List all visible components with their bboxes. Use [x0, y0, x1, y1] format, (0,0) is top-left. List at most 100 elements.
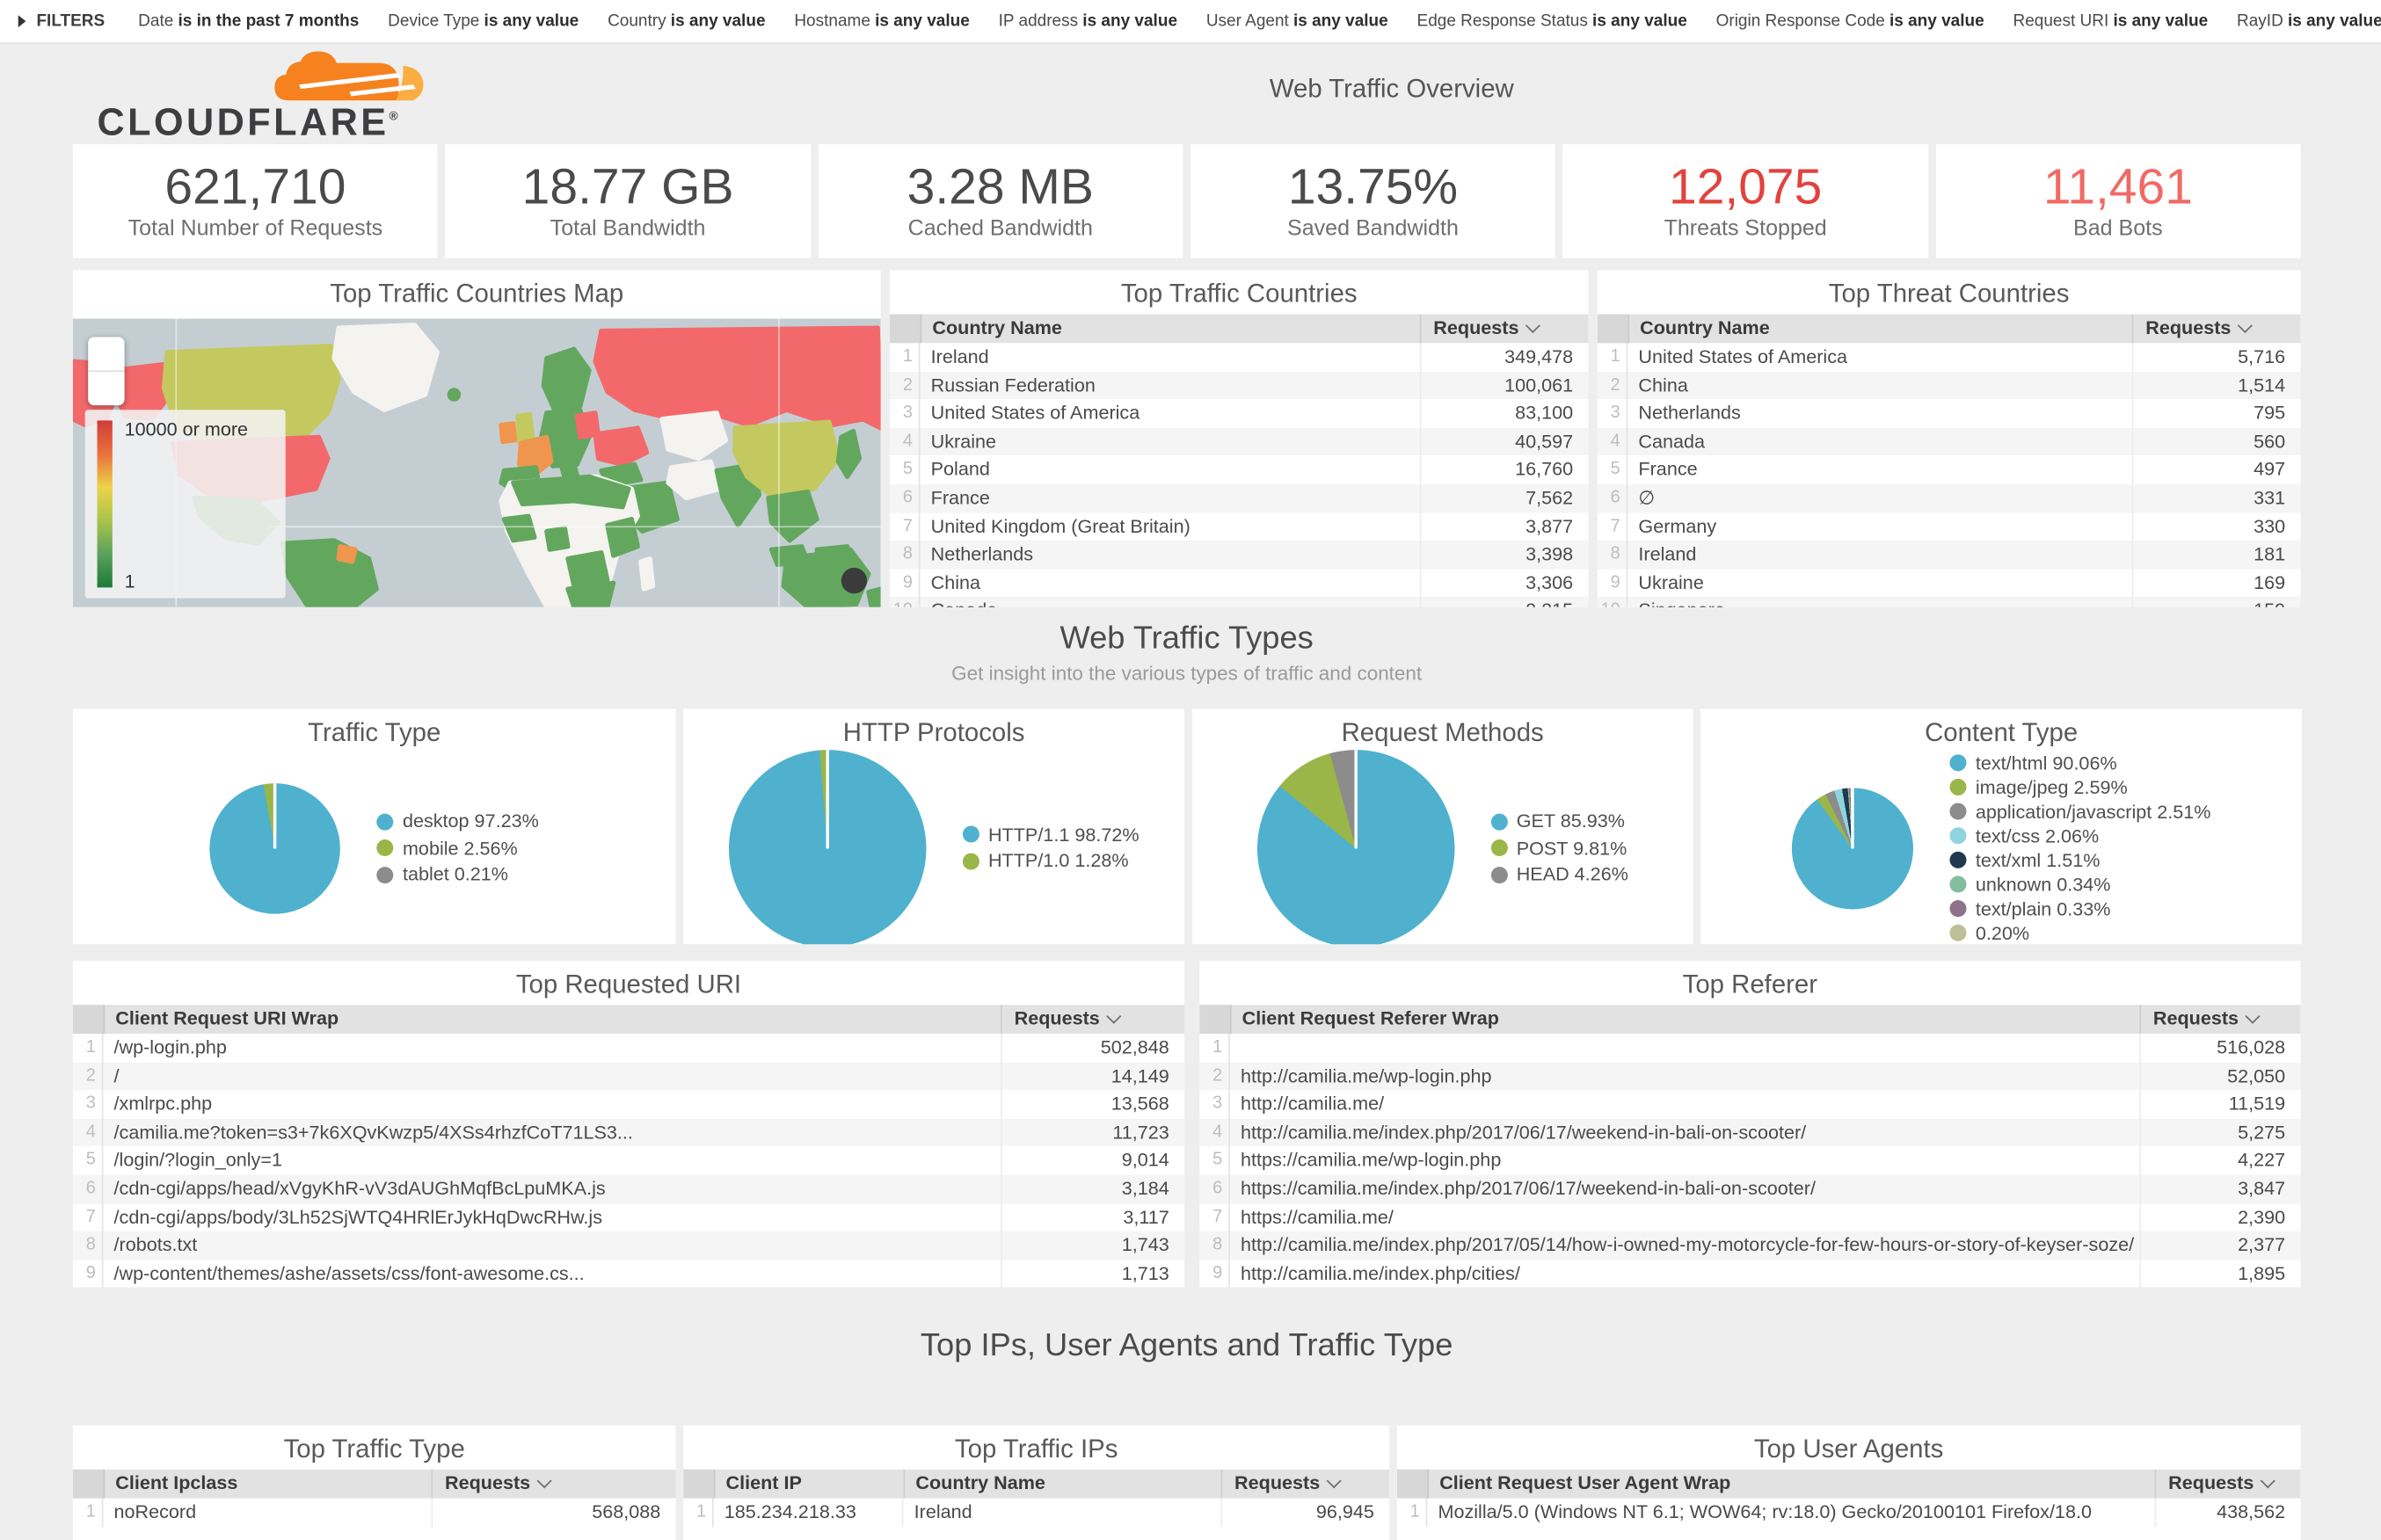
table-row[interactable]: 9 Ukraine 169 — [1597, 569, 2301, 598]
table-row[interactable]: 1 185.234.218.33 Ireland 96,945 — [683, 1498, 1390, 1527]
request-methods-pie-chart[interactable] — [1256, 749, 1454, 945]
map-info-icon[interactable] — [841, 567, 868, 594]
http-protocols-pie-chart[interactable] — [728, 749, 927, 945]
table-row[interactable]: 6 https://camilia.me/index.php/2017/06/1… — [1199, 1174, 2301, 1203]
legend-item[interactable]: HTTP/1.1 98.72% — [962, 824, 1140, 846]
rank-column-header — [890, 314, 922, 344]
filter-chip[interactable]: User Agent is any value — [1205, 11, 1388, 31]
requests-sort-header[interactable]: Requests — [2156, 1470, 2300, 1499]
kpi-value: 18.77 GB — [521, 157, 734, 214]
table-row[interactable]: 3 Netherlands 795 — [1597, 399, 2301, 428]
legend-swatch — [376, 866, 394, 883]
tile-title: Top Traffic Type — [283, 1435, 465, 1464]
table-row[interactable]: 1 United States of America 5,716 — [1597, 343, 2301, 372]
table-row[interactable]: 7 Germany 330 — [1597, 512, 2301, 541]
requests-sort-header[interactable]: Requests — [1421, 314, 1588, 343]
table-row[interactable]: 8 /robots.txt 1,743 — [72, 1231, 1185, 1260]
filters-label: FILTERS — [36, 11, 106, 31]
table-row[interactable]: 1 516,028 — [1199, 1034, 2301, 1063]
section-title: Top IPs, User Agents and Traffic Type — [920, 1328, 1453, 1363]
table-row[interactable]: 8 Netherlands 3,398 — [890, 541, 1589, 570]
table-row[interactable]: 4 Ukraine 40,597 — [890, 427, 1589, 456]
table-row[interactable]: 6 ∅ 331 — [1597, 483, 2301, 512]
world-choropleth-map[interactable]: 10000 or more 1 — [72, 318, 881, 607]
requests-sort-header[interactable]: Requests — [1002, 1005, 1184, 1034]
map-zoom-out-button[interactable] — [88, 370, 125, 405]
table-row[interactable]: 7 /cdn-cgi/apps/body/3Lh52SjWTQ4HRlErJyk… — [72, 1202, 1185, 1231]
legend-item[interactable]: text/plain 0.33% — [1949, 898, 2210, 919]
legend-item[interactable]: 0.20% — [1949, 922, 2210, 943]
map-color-legend: 10000 or more 1 — [84, 410, 286, 599]
legend-item[interactable]: HEAD 4.26% — [1490, 864, 1628, 885]
table-row[interactable]: 7 https://camilia.me/ 2,390 — [1199, 1202, 2301, 1231]
table-row[interactable]: 1 /wp-login.php 502,848 — [72, 1034, 1185, 1063]
table-row[interactable]: 4 Canada 560 — [1597, 427, 2301, 456]
table-header: Client Ipclass Requests — [72, 1469, 676, 1499]
filter-chip[interactable]: Origin Response Code is any value — [1715, 11, 1984, 31]
requests-sort-header[interactable]: Requests — [2141, 1005, 2300, 1034]
requests-sort-header[interactable]: Requests — [433, 1470, 675, 1499]
requests-sort-header[interactable]: Requests — [1222, 1470, 1389, 1499]
legend-item[interactable]: HTTP/1.0 1.28% — [962, 851, 1140, 872]
filter-chip[interactable]: Hostname is any value — [794, 11, 970, 31]
table-row[interactable]: 5 Poland 16,760 — [890, 455, 1589, 484]
kpi-value: 12,075 — [1669, 157, 1823, 214]
tile-title: Top Traffic IPs — [954, 1435, 1118, 1464]
content-type-pie-chart[interactable] — [1791, 787, 1914, 909]
filter-chip[interactable]: Edge Response Status is any value — [1416, 11, 1687, 31]
table-row[interactable]: 1 Mozilla/5.0 (Windows NT 6.1; WOW64; rv… — [1396, 1498, 2301, 1527]
table-row[interactable]: 6 /cdn-cgi/apps/head/xVgyKhR-vV3dAUGhMqf… — [72, 1174, 1185, 1203]
requests-sort-header[interactable]: Requests — [2133, 314, 2300, 343]
table-row[interactable]: 7 United Kingdom (Great Britain) 3,877 — [890, 512, 1589, 541]
table-row[interactable]: 1 noRecord 568,088 — [72, 1498, 676, 1527]
table-row[interactable]: 6 France 7,562 — [890, 483, 1589, 512]
filter-chip[interactable]: IP address is any value — [998, 11, 1178, 31]
legend-item[interactable]: text/html 90.06% — [1949, 752, 2210, 774]
table-row[interactable]: 2 / 14,149 — [72, 1062, 1185, 1091]
filter-chip[interactable]: Device Type is any value — [388, 11, 579, 31]
legend-swatch — [962, 853, 979, 870]
table-row[interactable]: 8 http://camilia.me/index.php/2017/05/14… — [1199, 1231, 2301, 1260]
table-row[interactable]: 4 http://camilia.me/index.php/2017/06/17… — [1199, 1118, 2301, 1147]
legend-swatch — [962, 825, 979, 843]
legend-item[interactable]: application/javascript 2.51% — [1949, 801, 2210, 822]
legend-item[interactable]: desktop 97.23% — [376, 810, 539, 832]
filter-chip[interactable]: RayID is any value — [2237, 11, 2381, 31]
map-zoom-in-button[interactable] — [88, 337, 124, 370]
filter-chip[interactable]: Date is in the past 7 months — [138, 11, 360, 31]
web-traffic-types-section-header: Web Traffic Types Get insight into the v… — [73, 620, 2301, 685]
legend-item[interactable]: text/css 2.06% — [1949, 825, 2210, 846]
legend-item[interactable]: POST 9.81% — [1490, 837, 1628, 859]
table-row[interactable]: 2 China 1,514 — [1597, 371, 2301, 400]
table-row[interactable]: 9 China 3,306 — [890, 569, 1589, 598]
legend-item[interactable]: GET 85.93% — [1490, 810, 1628, 832]
legend-swatch — [1949, 851, 1967, 868]
filter-chip[interactable]: Country is any value — [608, 11, 766, 31]
filter-chip[interactable]: Request URI is any value — [2013, 11, 2209, 31]
legend-item[interactable]: image/jpeg 2.59% — [1949, 776, 2210, 798]
legend-item[interactable]: mobile 2.56% — [376, 837, 539, 859]
traffic-type-pie-chart[interactable] — [209, 782, 341, 913]
table-row[interactable]: 8 Ireland 181 — [1597, 541, 2301, 570]
legend-item[interactable]: tablet 0.21% — [376, 864, 539, 885]
table-header: Client Request Referer Wrap Requests — [1199, 1005, 2301, 1035]
table-row[interactable]: 9 /wp-content/themes/ashe/assets/css/fon… — [72, 1259, 1185, 1288]
table-row[interactable]: 2 Russian Federation 100,061 — [890, 371, 1589, 400]
table-row[interactable]: 3 United States of America 83,100 — [890, 399, 1589, 428]
table-row[interactable]: 3 /xmlrpc.php 13,568 — [72, 1090, 1185, 1119]
table-row[interactable]: 9 http://camilia.me/index.php/cities/ 1,… — [1199, 1259, 2301, 1288]
legend-item[interactable]: text/xml 1.51% — [1949, 849, 2210, 870]
kpi-card: 3.28 MB Cached Bandwidth — [818, 144, 1183, 258]
legend-item[interactable]: unknown 0.34% — [1949, 874, 2210, 895]
table-row[interactable]: 5 https://camilia.me/wp-login.php 4,227 — [1199, 1146, 2301, 1175]
table-row[interactable]: 1 Ireland 349,478 — [890, 343, 1589, 372]
table-row[interactable]: 10 Canada 2,215 — [890, 597, 1589, 607]
table-row[interactable]: 10 Singapore 159 — [1597, 597, 2301, 607]
table-row[interactable]: 2 http://camilia.me/wp-login.php 52,050 — [1199, 1062, 2301, 1091]
table-row[interactable]: 5 France 497 — [1597, 455, 2301, 484]
table-row[interactable]: 3 http://camilia.me/ 11,519 — [1199, 1090, 2301, 1119]
table-row[interactable]: 5 /login/?login_only=1 9,014 — [72, 1146, 1185, 1175]
filters-toggle[interactable]: FILTERS — [18, 12, 105, 31]
legend-swatch — [376, 812, 394, 830]
table-row[interactable]: 4 /camilia.me?token=s3+7k6XQvKwzp5/4XSs4… — [72, 1118, 1185, 1147]
